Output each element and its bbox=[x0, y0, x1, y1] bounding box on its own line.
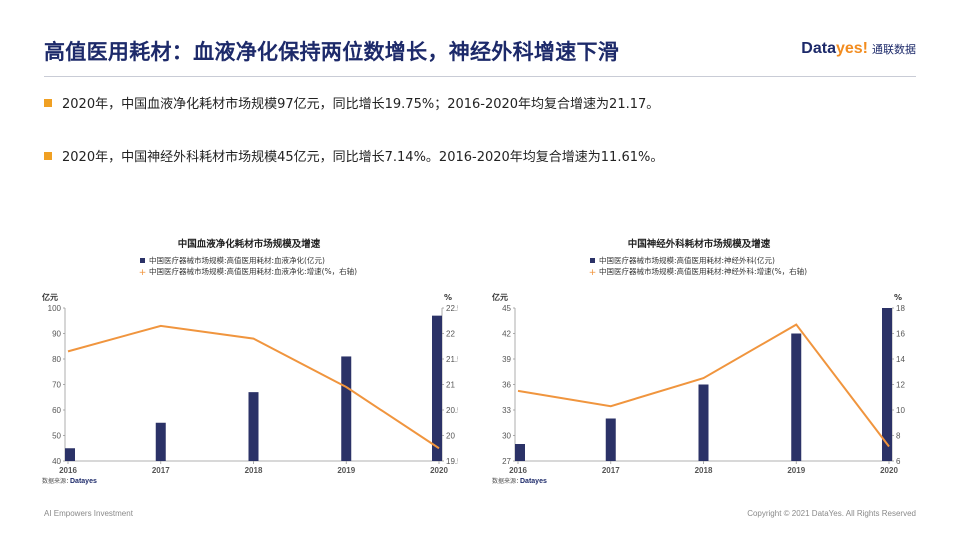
y-left-tick-label: 30 bbox=[502, 432, 511, 441]
y-left-unit: 亿元 bbox=[42, 292, 58, 302]
legend-line-label: 中国医疗器械市场规模:高值医用耗材:神经外科:增速(%，右轴) bbox=[599, 266, 807, 276]
legend-bar-label: 中国医疗器械市场规模:高值医用耗材:神经外科(亿元) bbox=[599, 255, 775, 265]
legend-line-marker: + bbox=[589, 268, 597, 278]
bar bbox=[605, 418, 616, 461]
source-logo: Datayes bbox=[520, 478, 547, 485]
y-left-tick-label: 60 bbox=[52, 406, 61, 415]
footer-copyright: Copyright © 2021 DataYes. All Rights Res… bbox=[747, 509, 916, 518]
bar bbox=[341, 356, 352, 461]
bar bbox=[882, 308, 892, 461]
logo-brand: Datayes! bbox=[801, 40, 868, 58]
bullet-neurosurgery: 2020年，中国神经外科耗材市场规模45亿元，同比增长7.14%。2016-20… bbox=[44, 146, 663, 165]
chart-svg-blood-purification: 中国血液净化耗材市场规模及增速中国医疗器械市场规模:高值医用耗材:血液净化(亿元… bbox=[42, 238, 458, 485]
y-left-tick-label: 70 bbox=[52, 381, 61, 390]
x-tick-label: 2016 bbox=[59, 466, 77, 475]
source-logo: Datayes bbox=[70, 478, 97, 485]
legend-line-label: 中国医疗器械市场规模:高值医用耗材:血液净化:增速(%，右轴) bbox=[149, 266, 357, 276]
bar bbox=[65, 448, 75, 461]
x-tick-label: 2019 bbox=[787, 466, 805, 475]
source-label: 数据来源： bbox=[42, 477, 72, 485]
y-right-tick-label: 20 bbox=[446, 432, 455, 441]
y-right-tick-label: 12 bbox=[896, 381, 905, 390]
y-left-tick-label: 36 bbox=[502, 381, 511, 390]
chart-svg-neurosurgery: 中国神经外科耗材市场规模及增速中国医疗器械市场规模:高值医用耗材:神经外科(亿元… bbox=[492, 238, 905, 485]
bullet-blood-purification: 2020年，中国血液净化耗材市场规模97亿元，同比增长19.75%；2016-2… bbox=[44, 93, 659, 112]
y-right-tick-label: 6 bbox=[896, 457, 901, 466]
source-label: 数据来源： bbox=[492, 477, 522, 485]
chart-blood-purification: 中国血液净化耗材市场规模及增速中国医疗器械市场规模:高值医用耗材:血液净化(亿元… bbox=[40, 232, 458, 488]
x-tick-label: 2017 bbox=[602, 466, 620, 475]
bar bbox=[248, 392, 259, 461]
y-left-tick-label: 50 bbox=[52, 432, 61, 441]
title-divider bbox=[44, 76, 916, 77]
logo-cn: 通联数据 bbox=[872, 43, 916, 56]
legend-line-marker: + bbox=[139, 268, 147, 278]
y-left-tick-label: 27 bbox=[502, 457, 511, 466]
x-tick-label: 2018 bbox=[245, 466, 263, 475]
y-right-tick-label: 16 bbox=[896, 330, 905, 339]
x-tick-label: 2019 bbox=[337, 466, 355, 475]
y-left-tick-label: 40 bbox=[52, 457, 61, 466]
chart-title: 中国神经外科耗材市场规模及增速 bbox=[628, 238, 771, 250]
chart-title: 中国血液净化耗材市场规模及增速 bbox=[178, 238, 321, 250]
y-left-tick-label: 45 bbox=[502, 304, 511, 313]
logo-brand-main: Data bbox=[801, 40, 836, 57]
y-left-unit: 亿元 bbox=[492, 292, 508, 302]
bar bbox=[155, 422, 166, 461]
y-right-tick-label: 21 bbox=[446, 381, 455, 390]
y-right-tick-label: 22.5 bbox=[446, 304, 458, 313]
y-right-tick-label: 20.5 bbox=[446, 406, 458, 415]
y-left-tick-label: 100 bbox=[48, 304, 62, 313]
y-right-tick-label: 22 bbox=[446, 330, 455, 339]
y-right-unit: % bbox=[894, 293, 902, 302]
bullet-text: 2020年，中国血液净化耗材市场规模97亿元，同比增长19.75%；2016-2… bbox=[62, 97, 660, 112]
bullet-square-icon bbox=[44, 151, 52, 160]
y-left-tick-label: 80 bbox=[52, 355, 61, 364]
bar bbox=[698, 384, 709, 461]
y-left-tick-label: 39 bbox=[502, 355, 511, 364]
x-tick-label: 2020 bbox=[430, 466, 448, 475]
datayes-logo: Datayes! 通联数据 bbox=[801, 40, 916, 58]
chart-neurosurgery: 中国神经外科耗材市场规模及增速中国医疗器械市场规模:高值医用耗材:神经外科(亿元… bbox=[490, 232, 908, 488]
x-tick-label: 2018 bbox=[695, 466, 713, 475]
legend-bar-swatch bbox=[590, 258, 595, 263]
x-tick-label: 2020 bbox=[880, 466, 898, 475]
y-left-tick-label: 90 bbox=[52, 330, 61, 339]
y-right-tick-label: 19.5 bbox=[446, 457, 458, 466]
logo-brand-accent: yes! bbox=[835, 40, 868, 57]
y-left-tick-label: 42 bbox=[502, 330, 511, 339]
bar bbox=[432, 315, 442, 461]
y-right-tick-label: 14 bbox=[896, 355, 905, 364]
bar bbox=[515, 444, 525, 461]
y-right-tick-label: 18 bbox=[896, 304, 905, 313]
bullet-text: 2020年，中国神经外科耗材市场规模45亿元，同比增长7.14%。2016-20… bbox=[62, 150, 664, 165]
page-title: 高值医用耗材：血液净化保持两位数增长，神经外科增速下滑 bbox=[44, 40, 620, 64]
x-tick-label: 2016 bbox=[509, 466, 527, 475]
y-right-tick-label: 10 bbox=[896, 406, 905, 415]
y-left-tick-label: 33 bbox=[502, 406, 511, 415]
y-right-unit: % bbox=[444, 293, 452, 302]
x-tick-label: 2017 bbox=[152, 466, 170, 475]
footer-tagline: AI Empowers Investment bbox=[44, 509, 133, 518]
y-right-tick-label: 21.5 bbox=[446, 355, 458, 364]
legend-bar-label: 中国医疗器械市场规模:高值医用耗材:血液净化(亿元) bbox=[149, 255, 325, 265]
bullet-square-icon bbox=[44, 98, 52, 107]
bar bbox=[791, 333, 802, 461]
legend-bar-swatch bbox=[140, 258, 145, 263]
y-right-tick-label: 8 bbox=[896, 432, 901, 441]
